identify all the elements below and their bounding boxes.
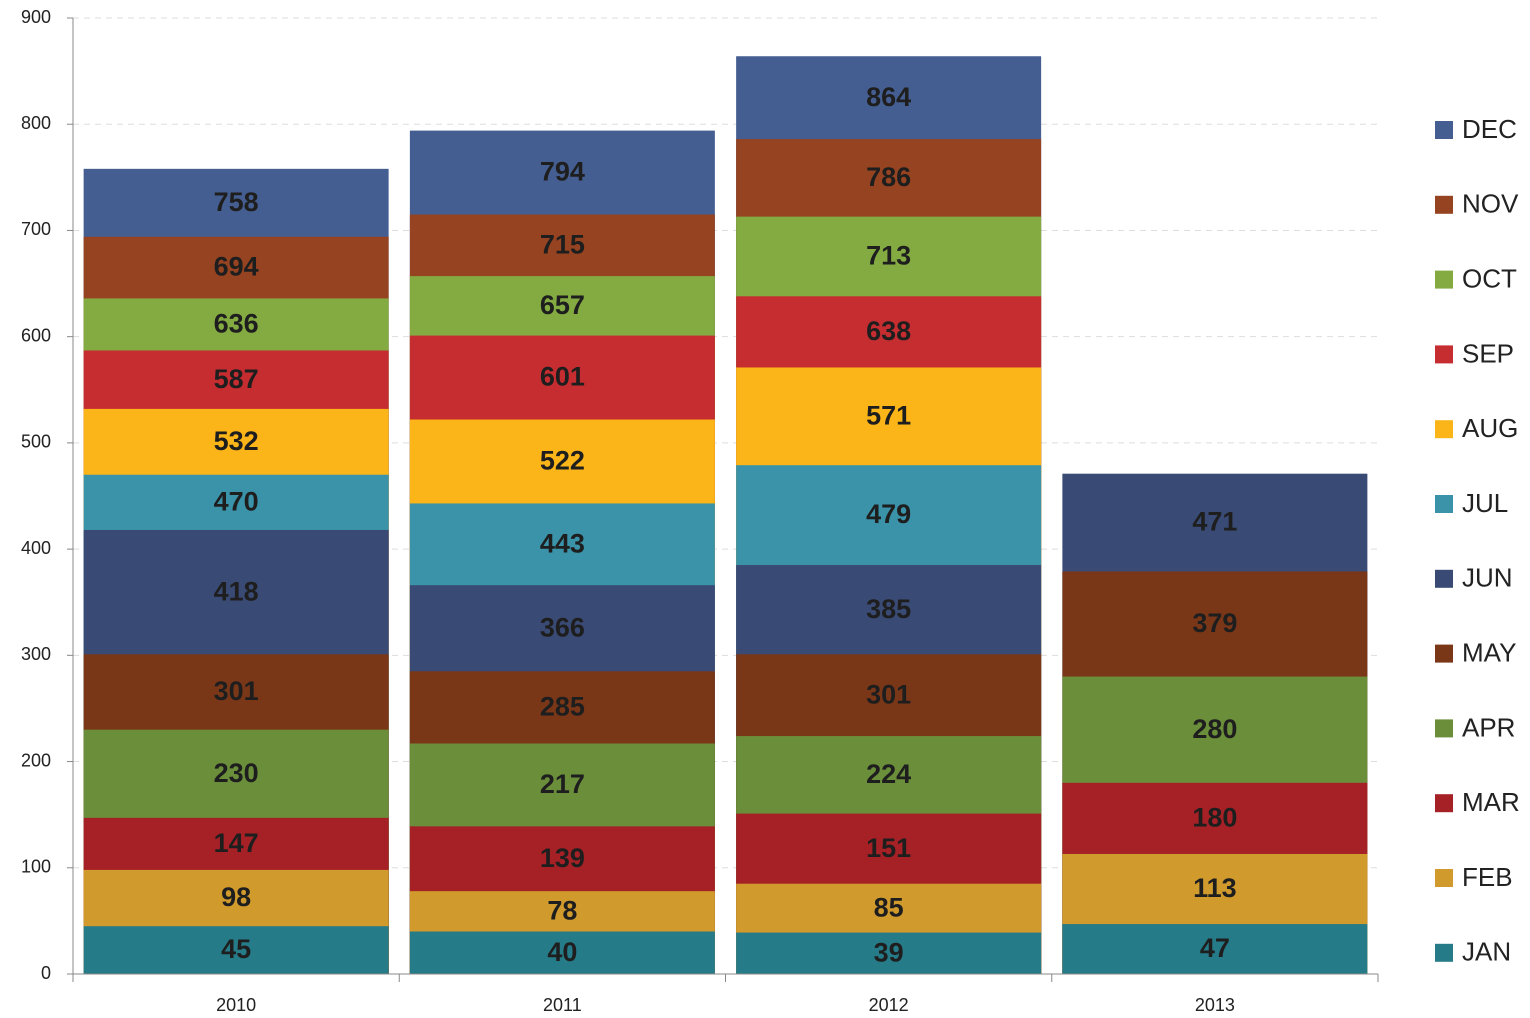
- data-label: 280: [1192, 714, 1237, 744]
- data-label: 98: [221, 882, 251, 912]
- x-tick-label: 2012: [869, 995, 909, 1015]
- legend-swatch: [1435, 121, 1453, 139]
- data-label: 45: [221, 934, 251, 964]
- data-label: 532: [214, 426, 259, 456]
- y-tick-label: 600: [21, 325, 51, 345]
- y-tick-label: 800: [21, 113, 51, 133]
- legend-swatch: [1435, 495, 1453, 513]
- data-label: 713: [866, 241, 911, 271]
- legend-swatch: [1435, 794, 1453, 813]
- legend-label: MAY: [1462, 637, 1516, 667]
- data-label: 180: [1192, 803, 1237, 833]
- data-label: 694: [214, 252, 259, 282]
- x-tick-label: 2010: [216, 995, 256, 1015]
- data-label: 522: [540, 446, 585, 476]
- legend-label: JAN: [1462, 937, 1511, 967]
- x-tick-label: 2011: [543, 995, 582, 1015]
- y-tick-label: 300: [21, 644, 51, 664]
- data-label: 47: [1200, 933, 1230, 963]
- legend-label: JUL: [1462, 488, 1508, 518]
- data-label: 864: [866, 82, 911, 112]
- data-label: 285: [540, 692, 585, 722]
- legend-swatch: [1435, 569, 1453, 588]
- data-label: 301: [866, 679, 911, 709]
- data-label: 479: [866, 499, 911, 529]
- legend-label: NOV: [1462, 189, 1519, 219]
- data-label: 217: [540, 769, 585, 799]
- data-label: 301: [214, 676, 259, 706]
- y-tick-label: 0: [41, 963, 51, 983]
- data-label: 636: [214, 309, 259, 339]
- data-label: 385: [866, 594, 911, 624]
- legend-swatch: [1435, 869, 1453, 887]
- data-label: 85: [874, 892, 904, 922]
- legend-label: FEB: [1462, 862, 1513, 892]
- legend-label: APR: [1462, 712, 1515, 742]
- data-label: 471: [1192, 507, 1237, 537]
- data-label: 366: [540, 612, 585, 642]
- legend-swatch: [1435, 195, 1453, 214]
- legend-label: AUG: [1462, 413, 1518, 443]
- legend-swatch: [1435, 345, 1453, 364]
- legend-swatch: [1435, 420, 1453, 439]
- bar: [83, 926, 389, 974]
- data-label: 78: [547, 895, 577, 925]
- data-label: 715: [540, 229, 585, 259]
- data-label: 470: [214, 486, 259, 516]
- data-label: 443: [540, 528, 585, 558]
- legend-swatch: [1435, 943, 1453, 962]
- y-tick-label: 700: [21, 219, 51, 239]
- bar: [1062, 924, 1368, 974]
- data-label: 151: [866, 833, 911, 863]
- data-label: 638: [866, 316, 911, 346]
- data-label: 601: [540, 362, 585, 392]
- data-label: 786: [866, 162, 911, 192]
- y-tick-label: 400: [21, 538, 51, 558]
- data-label: 230: [214, 758, 259, 788]
- x-tick-label: 2013: [1195, 995, 1235, 1015]
- data-label: 39: [874, 937, 904, 967]
- data-label: 794: [540, 157, 585, 187]
- data-label: 147: [214, 828, 259, 858]
- data-label: 418: [214, 576, 259, 606]
- y-tick-label: 100: [21, 857, 51, 877]
- data-label: 139: [540, 843, 585, 873]
- y-tick-label: 900: [21, 7, 51, 27]
- legend-swatch: [1435, 719, 1453, 738]
- y-tick-label: 500: [21, 432, 51, 452]
- data-label: 224: [866, 759, 911, 789]
- legend-swatch: [1435, 270, 1453, 289]
- legend-label: OCT: [1462, 263, 1517, 293]
- data-label: 379: [1192, 608, 1237, 638]
- data-label: 657: [540, 290, 585, 320]
- y-tick-label: 200: [21, 750, 51, 770]
- legend-label: SEP: [1462, 338, 1514, 368]
- legend-label: JUN: [1462, 563, 1513, 593]
- legend-swatch: [1435, 644, 1453, 663]
- bar: [409, 931, 715, 974]
- data-label: 758: [214, 187, 259, 217]
- data-label: 113: [1193, 873, 1237, 903]
- bar: [736, 932, 1042, 974]
- legend-label: MAR: [1462, 787, 1520, 817]
- data-label: 587: [214, 364, 259, 394]
- data-label: 40: [547, 937, 577, 967]
- legend-label: DEC: [1462, 114, 1517, 144]
- data-label: 571: [866, 400, 911, 430]
